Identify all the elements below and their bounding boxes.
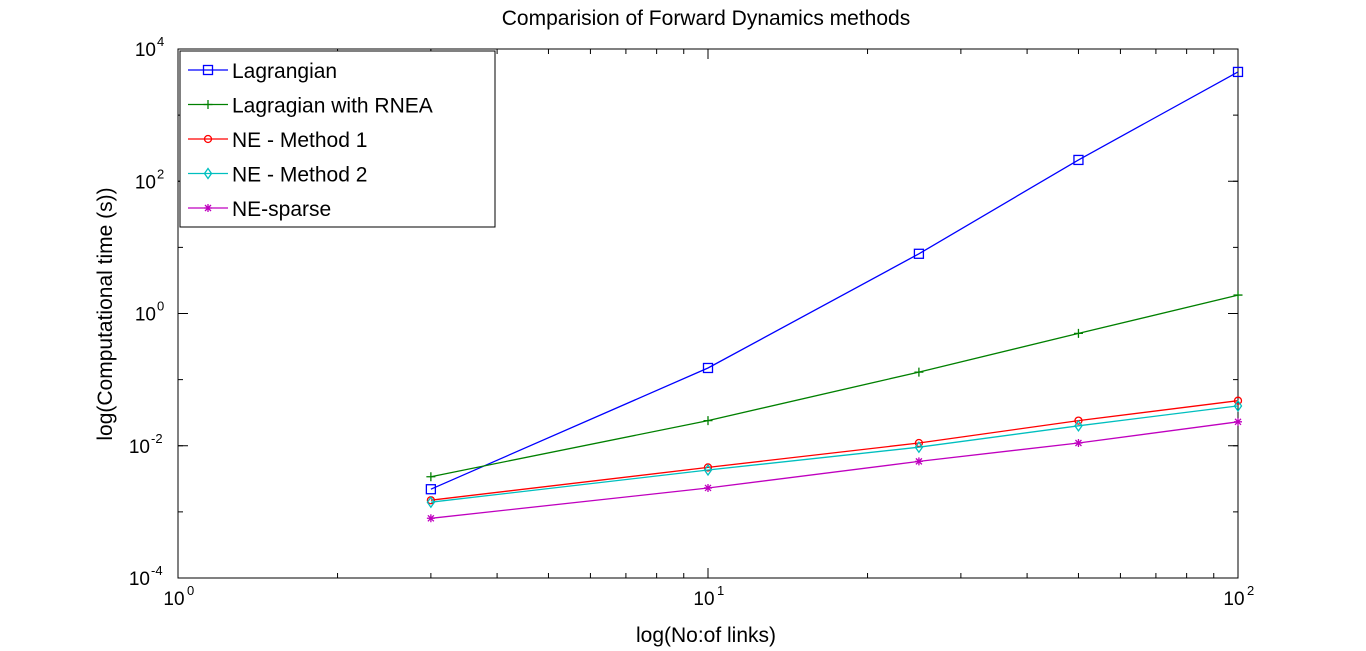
- data-point: [703, 463, 713, 477]
- legend-entry: NE - Method 1: [188, 129, 367, 152]
- x-tick-exponent: 2: [1247, 583, 1254, 598]
- x-tick-label: 10 2: [1223, 583, 1254, 610]
- data-point: [913, 248, 925, 259]
- series-4: [426, 399, 1243, 509]
- legend-marker: [203, 134, 213, 144]
- y-tick-exponent: 2: [157, 166, 164, 181]
- x-tick-base: 10: [693, 589, 714, 610]
- x-tick-label: 10 0: [163, 583, 194, 610]
- legend-marker: [202, 64, 214, 76]
- data-point: [1232, 66, 1244, 78]
- legend-entry: NE-sparse: [188, 198, 331, 221]
- y-tick-label: 10 -2: [129, 431, 163, 458]
- legend-marker: [203, 167, 213, 180]
- data-point: [426, 514, 435, 523]
- x-axis-label: log(No:of links): [636, 624, 776, 647]
- y-tick-exponent: -4: [151, 563, 163, 578]
- series-5: [426, 417, 1242, 523]
- data-point: [426, 496, 436, 509]
- x-tick-base: 10: [163, 589, 184, 610]
- data-point: [1073, 328, 1083, 338]
- y-tick-exponent: -2: [151, 431, 163, 446]
- legend-label: NE - Method 2: [232, 164, 367, 187]
- data-point: [702, 362, 714, 374]
- series-line: [430, 400, 1239, 501]
- legend-marker: [204, 204, 212, 212]
- data-point: [1233, 399, 1243, 413]
- y-tick-exponent: 0: [157, 299, 164, 314]
- data-point: [426, 472, 436, 482]
- legend-box: [179, 50, 496, 228]
- data-point: [1074, 439, 1083, 448]
- legend-label: Lagrangian: [232, 60, 337, 83]
- data-point: [425, 484, 437, 495]
- legend-entry: Lagrangian: [188, 60, 337, 83]
- series-1: [425, 66, 1244, 495]
- x-tick-label: 10 1: [693, 583, 724, 610]
- y-tick-label: 10 2: [135, 166, 164, 193]
- y-axis-label: log(Computational time (s)): [94, 187, 117, 440]
- data-point: [704, 483, 712, 492]
- plot-area: 10 0 10 1 10 210 -410 -210 010 210 4: [129, 34, 1254, 610]
- y-tick-base: 10: [135, 40, 156, 61]
- y-tick-base: 10: [135, 172, 156, 193]
- legend-entry: NE - Method 2: [188, 164, 367, 187]
- data-point: [1073, 154, 1084, 166]
- series-2: [426, 290, 1243, 482]
- series-line: [430, 294, 1239, 478]
- y-tick-base: 10: [129, 437, 150, 458]
- y-tick-label: 10 0: [135, 299, 164, 326]
- data-point: [914, 367, 924, 377]
- data-point: [703, 416, 713, 426]
- x-tick-base: 10: [1223, 589, 1244, 610]
- legend-label: Lagragian with RNEA: [232, 95, 433, 118]
- y-tick-base: 10: [135, 305, 156, 326]
- legend: Lagrangian Lagragian with RNEA NE - Method…: [179, 50, 496, 228]
- y-tick-label: 10 -4: [129, 563, 163, 590]
- data-point: [914, 438, 924, 448]
- chart-title: Comparision of Forward Dynamics methods: [502, 7, 910, 30]
- data-point: [914, 441, 924, 454]
- series-line: [430, 71, 1239, 490]
- legend-label: NE - Method 1: [232, 129, 367, 152]
- legend-marker: [203, 100, 213, 109]
- data-point: [1233, 396, 1243, 405]
- y-tick-label: 10 4: [135, 34, 164, 61]
- data-point: [1074, 416, 1083, 425]
- legend-entry: Lagragian with RNEA: [188, 95, 433, 118]
- x-tick-exponent: 0: [187, 583, 194, 598]
- data-point: [1233, 290, 1243, 300]
- series-3: [426, 396, 1243, 505]
- series-line: [430, 405, 1239, 503]
- data-point: [914, 457, 923, 466]
- legend-label: NE-sparse: [232, 198, 331, 221]
- x-tick-exponent: 1: [717, 583, 724, 598]
- y-tick-base: 10: [129, 569, 150, 590]
- data-point: [1234, 417, 1242, 426]
- y-tick-exponent: 4: [157, 34, 164, 49]
- data-point: [1074, 419, 1083, 432]
